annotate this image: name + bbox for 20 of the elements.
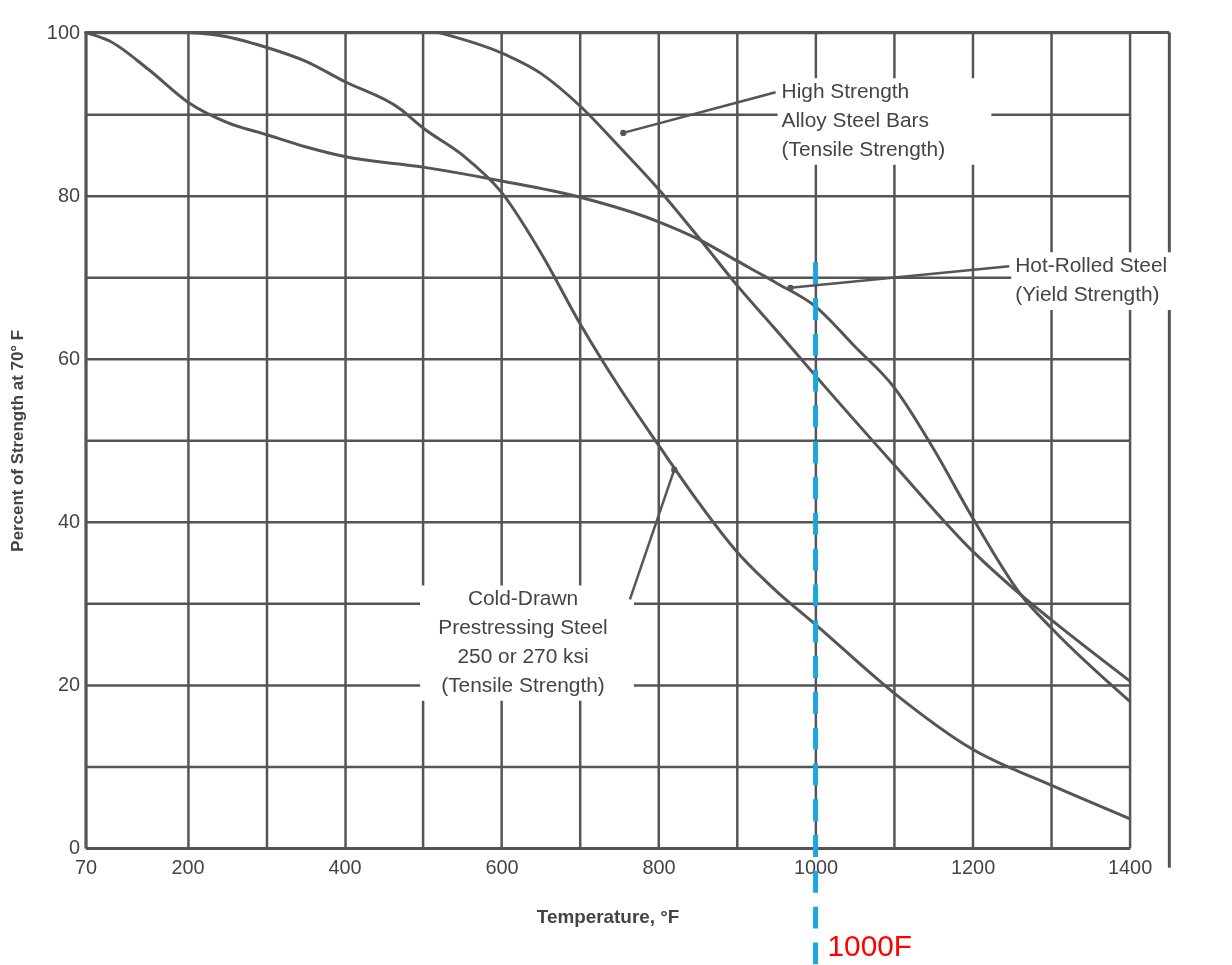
x-tick-label: 1000: [793, 856, 839, 879]
y-axis-title: Percent of Strength at 70° F: [8, 329, 27, 552]
x-tick-label: 70: [74, 856, 98, 879]
x-axis-title: Temperature, °F: [536, 906, 680, 928]
annotation: Cold-Drawn Prestressing Steel 250 or 270 ksi (Tensile Strength): [438, 586, 608, 696]
annotation: Hot-Rolled Steel (Yield Strength): [1015, 253, 1168, 306]
x-tick-label: 800: [642, 856, 676, 879]
x-tick-label: 1200: [950, 856, 996, 879]
y-tick-label: 20: [57, 673, 81, 696]
y-tick-label: 40: [57, 510, 81, 533]
x-tick-label: 400: [328, 856, 362, 879]
x-tick-label: 1400: [1107, 856, 1153, 879]
y-tick-label: 60: [57, 347, 81, 370]
ref-line-label: 1000F: [827, 929, 913, 963]
y-tick-label: 80: [57, 184, 81, 207]
x-tick-label: 600: [485, 856, 519, 879]
y-tick-label: 0: [68, 836, 81, 859]
x-tick-label: 200: [171, 856, 205, 879]
y-tick-label: 100: [46, 21, 81, 44]
annotation: High Strength Alloy Steel Bars (Tensile Strength): [781, 79, 946, 160]
